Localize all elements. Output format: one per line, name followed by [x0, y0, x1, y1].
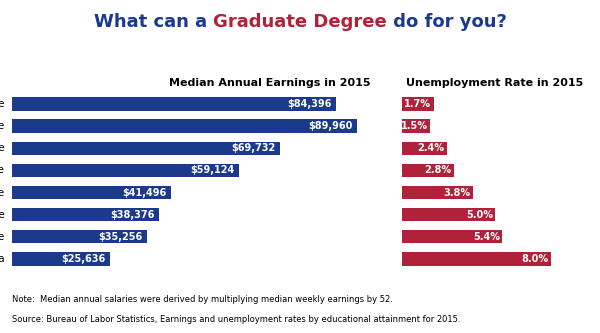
- Text: What can a: What can a: [94, 13, 213, 31]
- Bar: [12, 120, 358, 133]
- Text: Note:  Median annual salaries were derived by multiplying median weekly earnings: Note: Median annual salaries were derive…: [12, 295, 393, 304]
- Text: 3.8%: 3.8%: [443, 187, 470, 197]
- Bar: [12, 142, 280, 155]
- Text: $59,124: $59,124: [190, 166, 235, 175]
- Bar: [12, 208, 160, 221]
- Text: $25,636: $25,636: [62, 254, 106, 264]
- Bar: [12, 252, 110, 265]
- Bar: [402, 98, 434, 111]
- Bar: [402, 186, 473, 199]
- Bar: [402, 208, 495, 221]
- Text: 8.0%: 8.0%: [521, 254, 548, 264]
- Text: Associate’s Degree: Associate’s Degree: [0, 187, 4, 197]
- Bar: [12, 230, 148, 243]
- Bar: [402, 142, 446, 155]
- Text: Less than a H.S. Diploma: Less than a H.S. Diploma: [0, 254, 4, 264]
- Text: 1.5%: 1.5%: [401, 121, 428, 131]
- Text: Median Annual Earnings in 2015: Median Annual Earnings in 2015: [169, 78, 370, 88]
- Text: Doctoral Degree: Doctoral Degree: [0, 99, 4, 109]
- Text: $84,396: $84,396: [287, 99, 331, 109]
- Text: $41,496: $41,496: [122, 187, 167, 197]
- Text: 2.8%: 2.8%: [425, 166, 452, 175]
- Text: Some College, No Degree: Some College, No Degree: [0, 209, 4, 219]
- Text: Graduate Degree: Graduate Degree: [213, 13, 386, 31]
- Text: Bachelor’s Degree: Bachelor’s Degree: [0, 166, 4, 175]
- Text: $38,376: $38,376: [110, 209, 155, 219]
- Text: $69,732: $69,732: [231, 144, 275, 154]
- Bar: [402, 252, 551, 265]
- Bar: [402, 164, 454, 177]
- Text: 5.4%: 5.4%: [473, 232, 500, 242]
- Text: 5.0%: 5.0%: [466, 209, 493, 219]
- Text: $35,256: $35,256: [98, 232, 143, 242]
- Bar: [12, 186, 172, 199]
- Text: 1.7%: 1.7%: [404, 99, 431, 109]
- Text: do for you?: do for you?: [386, 13, 506, 31]
- Text: Master’s Degree: Master’s Degree: [0, 144, 4, 154]
- Bar: [402, 230, 502, 243]
- Text: Unemployment Rate in 2015: Unemployment Rate in 2015: [406, 78, 584, 88]
- Bar: [12, 98, 336, 111]
- Bar: [12, 164, 239, 177]
- Text: Professional Degree: Professional Degree: [0, 121, 4, 131]
- Bar: [402, 120, 430, 133]
- Text: 2.4%: 2.4%: [418, 144, 445, 154]
- Text: High School Graduate: High School Graduate: [0, 232, 4, 242]
- Text: $89,960: $89,960: [308, 121, 353, 131]
- Text: Source: Bureau of Labor Statistics, Earnings and unemployment rates by education: Source: Bureau of Labor Statistics, Earn…: [12, 315, 461, 324]
